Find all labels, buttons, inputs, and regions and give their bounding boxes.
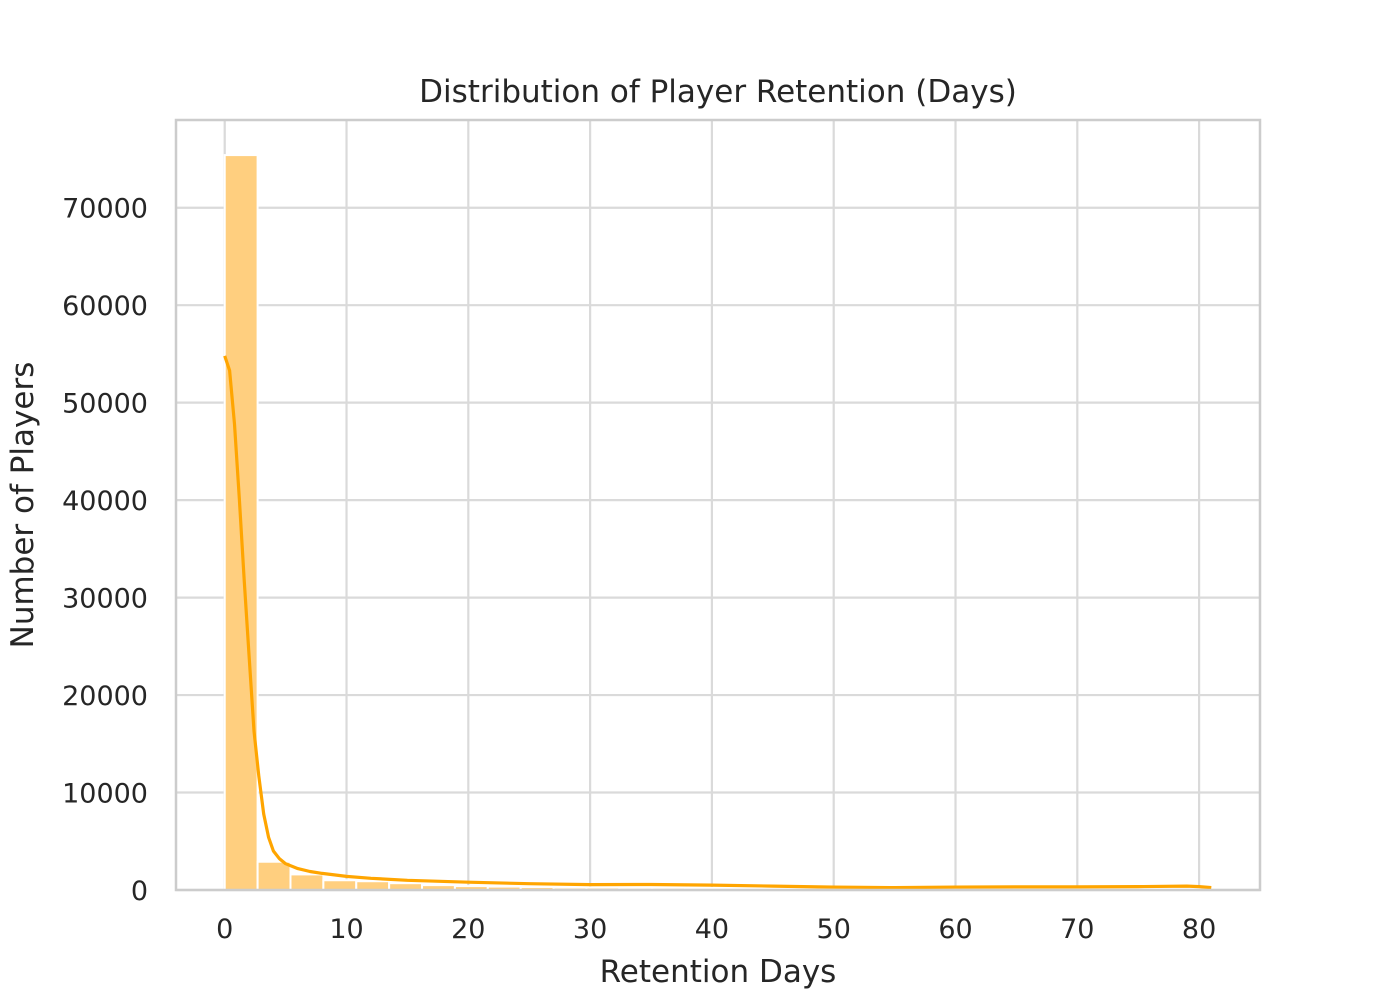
y-tick-label: 50000 bbox=[62, 389, 148, 420]
x-axis-label: Retention Days bbox=[600, 954, 837, 990]
y-tick-label: 0 bbox=[131, 876, 148, 907]
x-tick-label: 10 bbox=[329, 914, 363, 945]
y-tick-label: 60000 bbox=[62, 291, 148, 322]
y-axis-label: Number of Players bbox=[5, 362, 41, 649]
x-tick-label: 80 bbox=[1182, 914, 1216, 945]
histogram-bar bbox=[322, 879, 358, 892]
y-tick-label: 10000 bbox=[62, 779, 148, 810]
y-tick-label: 30000 bbox=[62, 584, 148, 615]
plot-frame bbox=[174, 118, 1262, 892]
y-tick-label: 70000 bbox=[62, 194, 148, 225]
x-tick-label: 50 bbox=[817, 914, 851, 945]
x-tick-label: 20 bbox=[451, 914, 485, 945]
histogram-bar bbox=[256, 860, 292, 892]
kde-curve bbox=[223, 355, 1212, 890]
chart-title: Distribution of Player Retention (Days) bbox=[419, 74, 1017, 110]
histogram-bar bbox=[289, 873, 325, 892]
histogram-bar bbox=[355, 880, 391, 891]
x-tick-label: 40 bbox=[695, 914, 729, 945]
x-tick-label: 60 bbox=[938, 914, 972, 945]
x-tick-label: 0 bbox=[216, 914, 233, 945]
y-tick-label: 20000 bbox=[62, 681, 148, 712]
x-tick-label: 70 bbox=[1060, 914, 1094, 945]
y-axis-ticks: 0 10000 20000 30000 40000 50000 60000 70000 bbox=[62, 194, 148, 907]
x-axis-ticks: 0 10 20 30 40 50 60 70 80 bbox=[216, 914, 1216, 945]
x-tick-label: 30 bbox=[573, 914, 607, 945]
y-tick-label: 40000 bbox=[62, 486, 148, 517]
